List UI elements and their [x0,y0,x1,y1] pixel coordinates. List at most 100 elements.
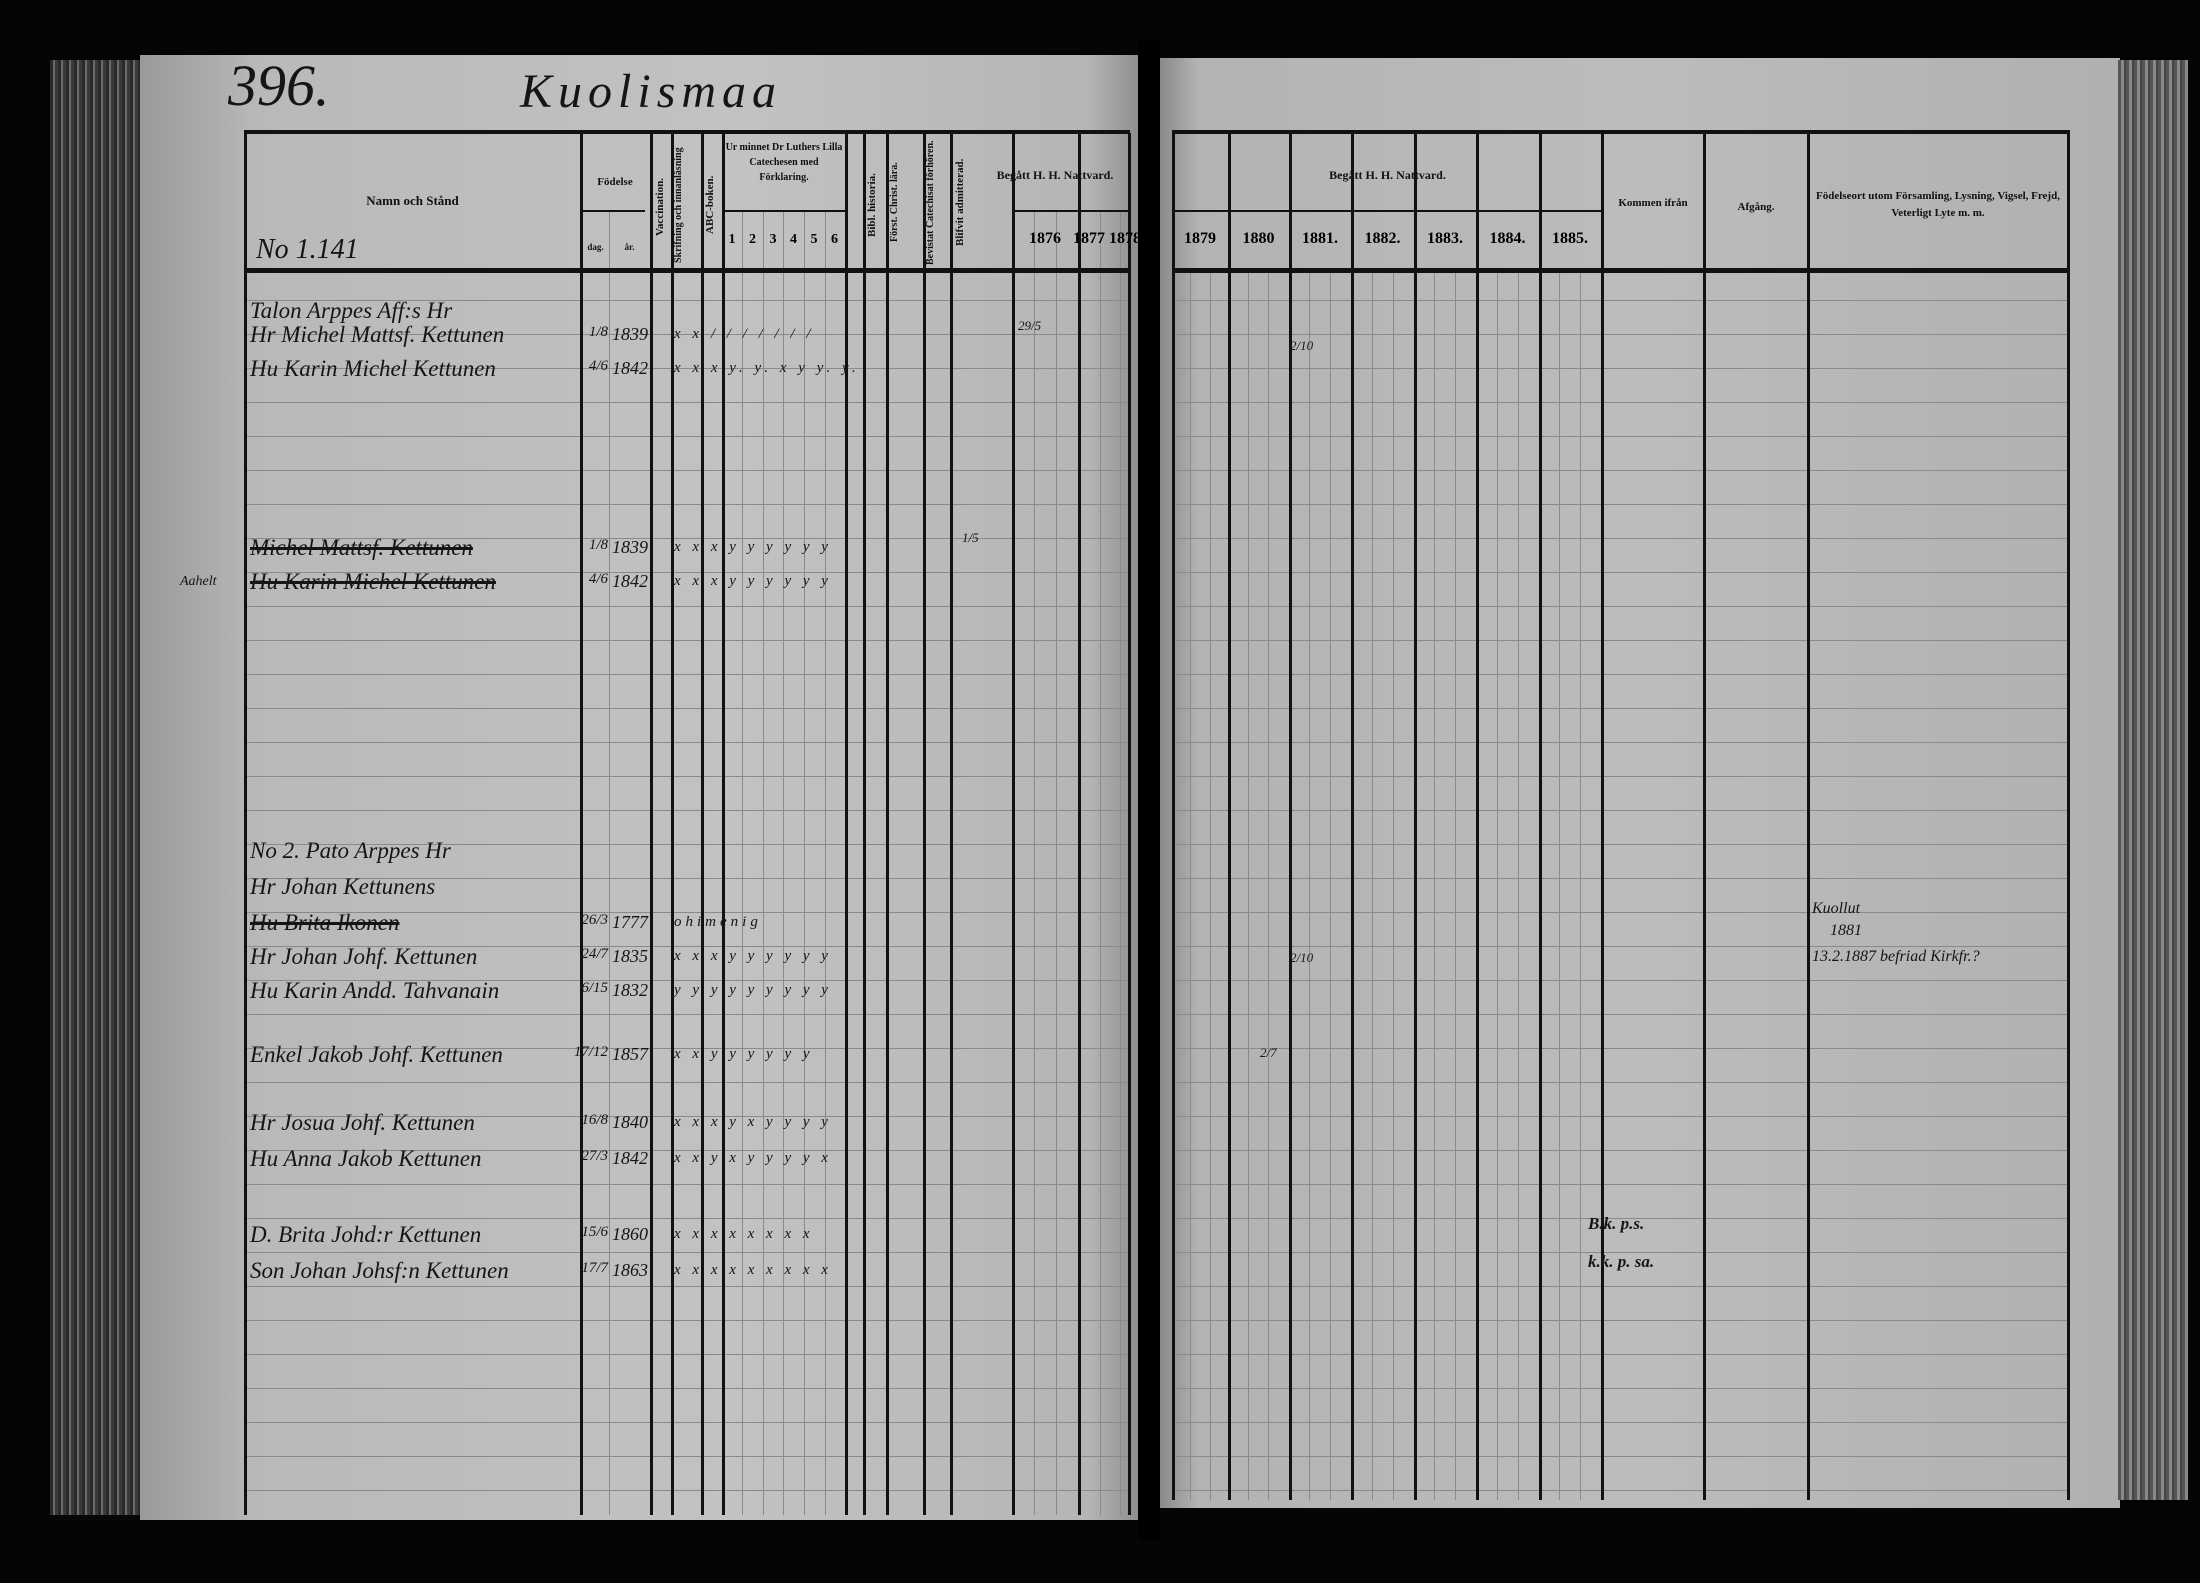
entry-birth-day: 6/15 [581,980,608,996]
ruled-line [1174,1354,2067,1355]
entry-name: Michel Mattsf. Kettunen [250,535,473,560]
entry-name: Hu Anna Jakob Kettunen [250,1146,482,1171]
came-from-note: B.k. p.s. [1588,1214,1645,1233]
entry-birth-year: 1860 [612,1224,648,1244]
year-header: 1880 [1242,230,1275,247]
entry-birth-day: 4/6 [588,358,608,374]
column-subrule [1518,272,1519,1500]
ruled-line [246,436,1128,437]
came-from-note: k.k. p. sa. [1588,1252,1655,1271]
ruled-line [246,708,1128,709]
table-top-border [244,130,1130,134]
column-subrule [742,210,743,1515]
ruled-line [1174,436,2067,437]
ruled-line [1174,980,2067,981]
entry-birth-day: 15/6 [581,1224,608,1240]
header-divider [1012,210,1130,212]
column-rule [1476,133,1479,1500]
ruled-line [1174,1048,2067,1049]
entry-name: Hr Josua Johf. Kettunen [250,1110,475,1135]
ruled-line [1174,1082,2067,1083]
column-rule [580,133,583,1515]
ruled-line [246,674,1128,675]
column-rule [1128,133,1131,1515]
communion-mark: 2/10 [1290,338,1314,353]
header-bottom-border [244,268,1130,273]
ruled-line [246,334,1128,335]
ruled-line [1174,1014,2067,1015]
header-vaccination: Vaccination. [654,178,666,237]
column-subrule [1434,272,1435,1500]
ruled-line [1174,402,2067,403]
column-rule [1414,133,1417,1500]
catechism-column-number: 4 [790,232,797,247]
ruled-line [1174,470,2067,471]
column-subrule [609,210,610,1515]
ruled-line [246,538,1128,539]
column-subrule [1455,272,1456,1500]
entry-birth-day: 1/8 [588,537,608,553]
ruled-line [1174,844,2067,845]
column-subrule [1248,272,1249,1500]
column-rule [1601,133,1604,1500]
catechism-column-number: 6 [831,232,838,247]
header-birth: Födelse [597,176,633,188]
column-subrule [1034,210,1035,1515]
table-top-border [1172,130,2070,134]
column-rule [1228,133,1231,1500]
catechism-column-number: 1 [728,232,736,247]
ruled-line [246,1456,1128,1457]
entry-reading-marks: x x x x x x x x x [674,1262,832,1278]
year-header: 1879 [1184,230,1216,247]
entry-name: Talon Arppes Aff:s Hr [250,298,453,323]
ruled-line [246,912,1128,913]
ruled-line [1174,674,2067,675]
column-subrule [1580,272,1581,1500]
column-subrule [1309,272,1310,1500]
year-header: 1881. [1302,230,1338,247]
ruled-line [246,1218,1128,1219]
entry-reading-marks: x x y y y y y y [674,1046,814,1062]
ruled-line [1174,1252,2067,1253]
ruled-line [246,980,1128,981]
entry-birth-year: 1857 [612,1044,648,1064]
ruled-line [1174,776,2067,777]
column-rule [923,133,926,1515]
header-divider [722,210,845,212]
column-subrule [825,210,826,1515]
year-header: 1885. [1552,230,1588,247]
entry-birth-day: 26/3 [581,912,608,928]
ruled-line [1174,810,2067,811]
ruled-line [246,1048,1128,1049]
header-reading: Skrifning och innanläsning [673,147,684,263]
header-name-col: Namn och Stånd [366,193,459,208]
year-header: 1877 [1073,230,1105,247]
header-came-from: Kommen ifrån [1618,197,1688,209]
village-name: Kuolismaa [520,65,783,118]
ruled-line [1174,1218,2067,1219]
entry-reading-marks: x x y x y y y y x [674,1150,832,1166]
ruled-line [246,1116,1128,1117]
column-rule [701,133,704,1515]
column-subrule [1372,272,1373,1500]
ruled-line [246,810,1128,811]
entry-name: Enkel Jakob Johf. Kettunen [250,1042,503,1067]
column-subrule [1393,272,1394,1500]
ruled-line [246,606,1128,607]
column-subrule [763,210,764,1515]
ruled-line [1174,504,2067,505]
year-header: 1883. [1427,230,1463,247]
header-communion-right: Begått H. H. Nattvard. [1329,168,1446,182]
ruled-line [1174,334,2067,335]
entry-birth-year: 1835 [612,946,648,966]
communion-mark: 1/5 [962,530,979,545]
ruled-line [1174,742,2067,743]
catechism-column-number: 2 [749,232,756,247]
ruled-line [1174,606,2067,607]
column-rule [845,133,848,1515]
entry-reading-marks: y y y y y y y y y [674,982,832,998]
page-stack-right [2118,60,2188,1500]
column-subrule [1120,210,1121,1515]
header-divider [580,210,645,212]
ruled-line [246,504,1128,505]
